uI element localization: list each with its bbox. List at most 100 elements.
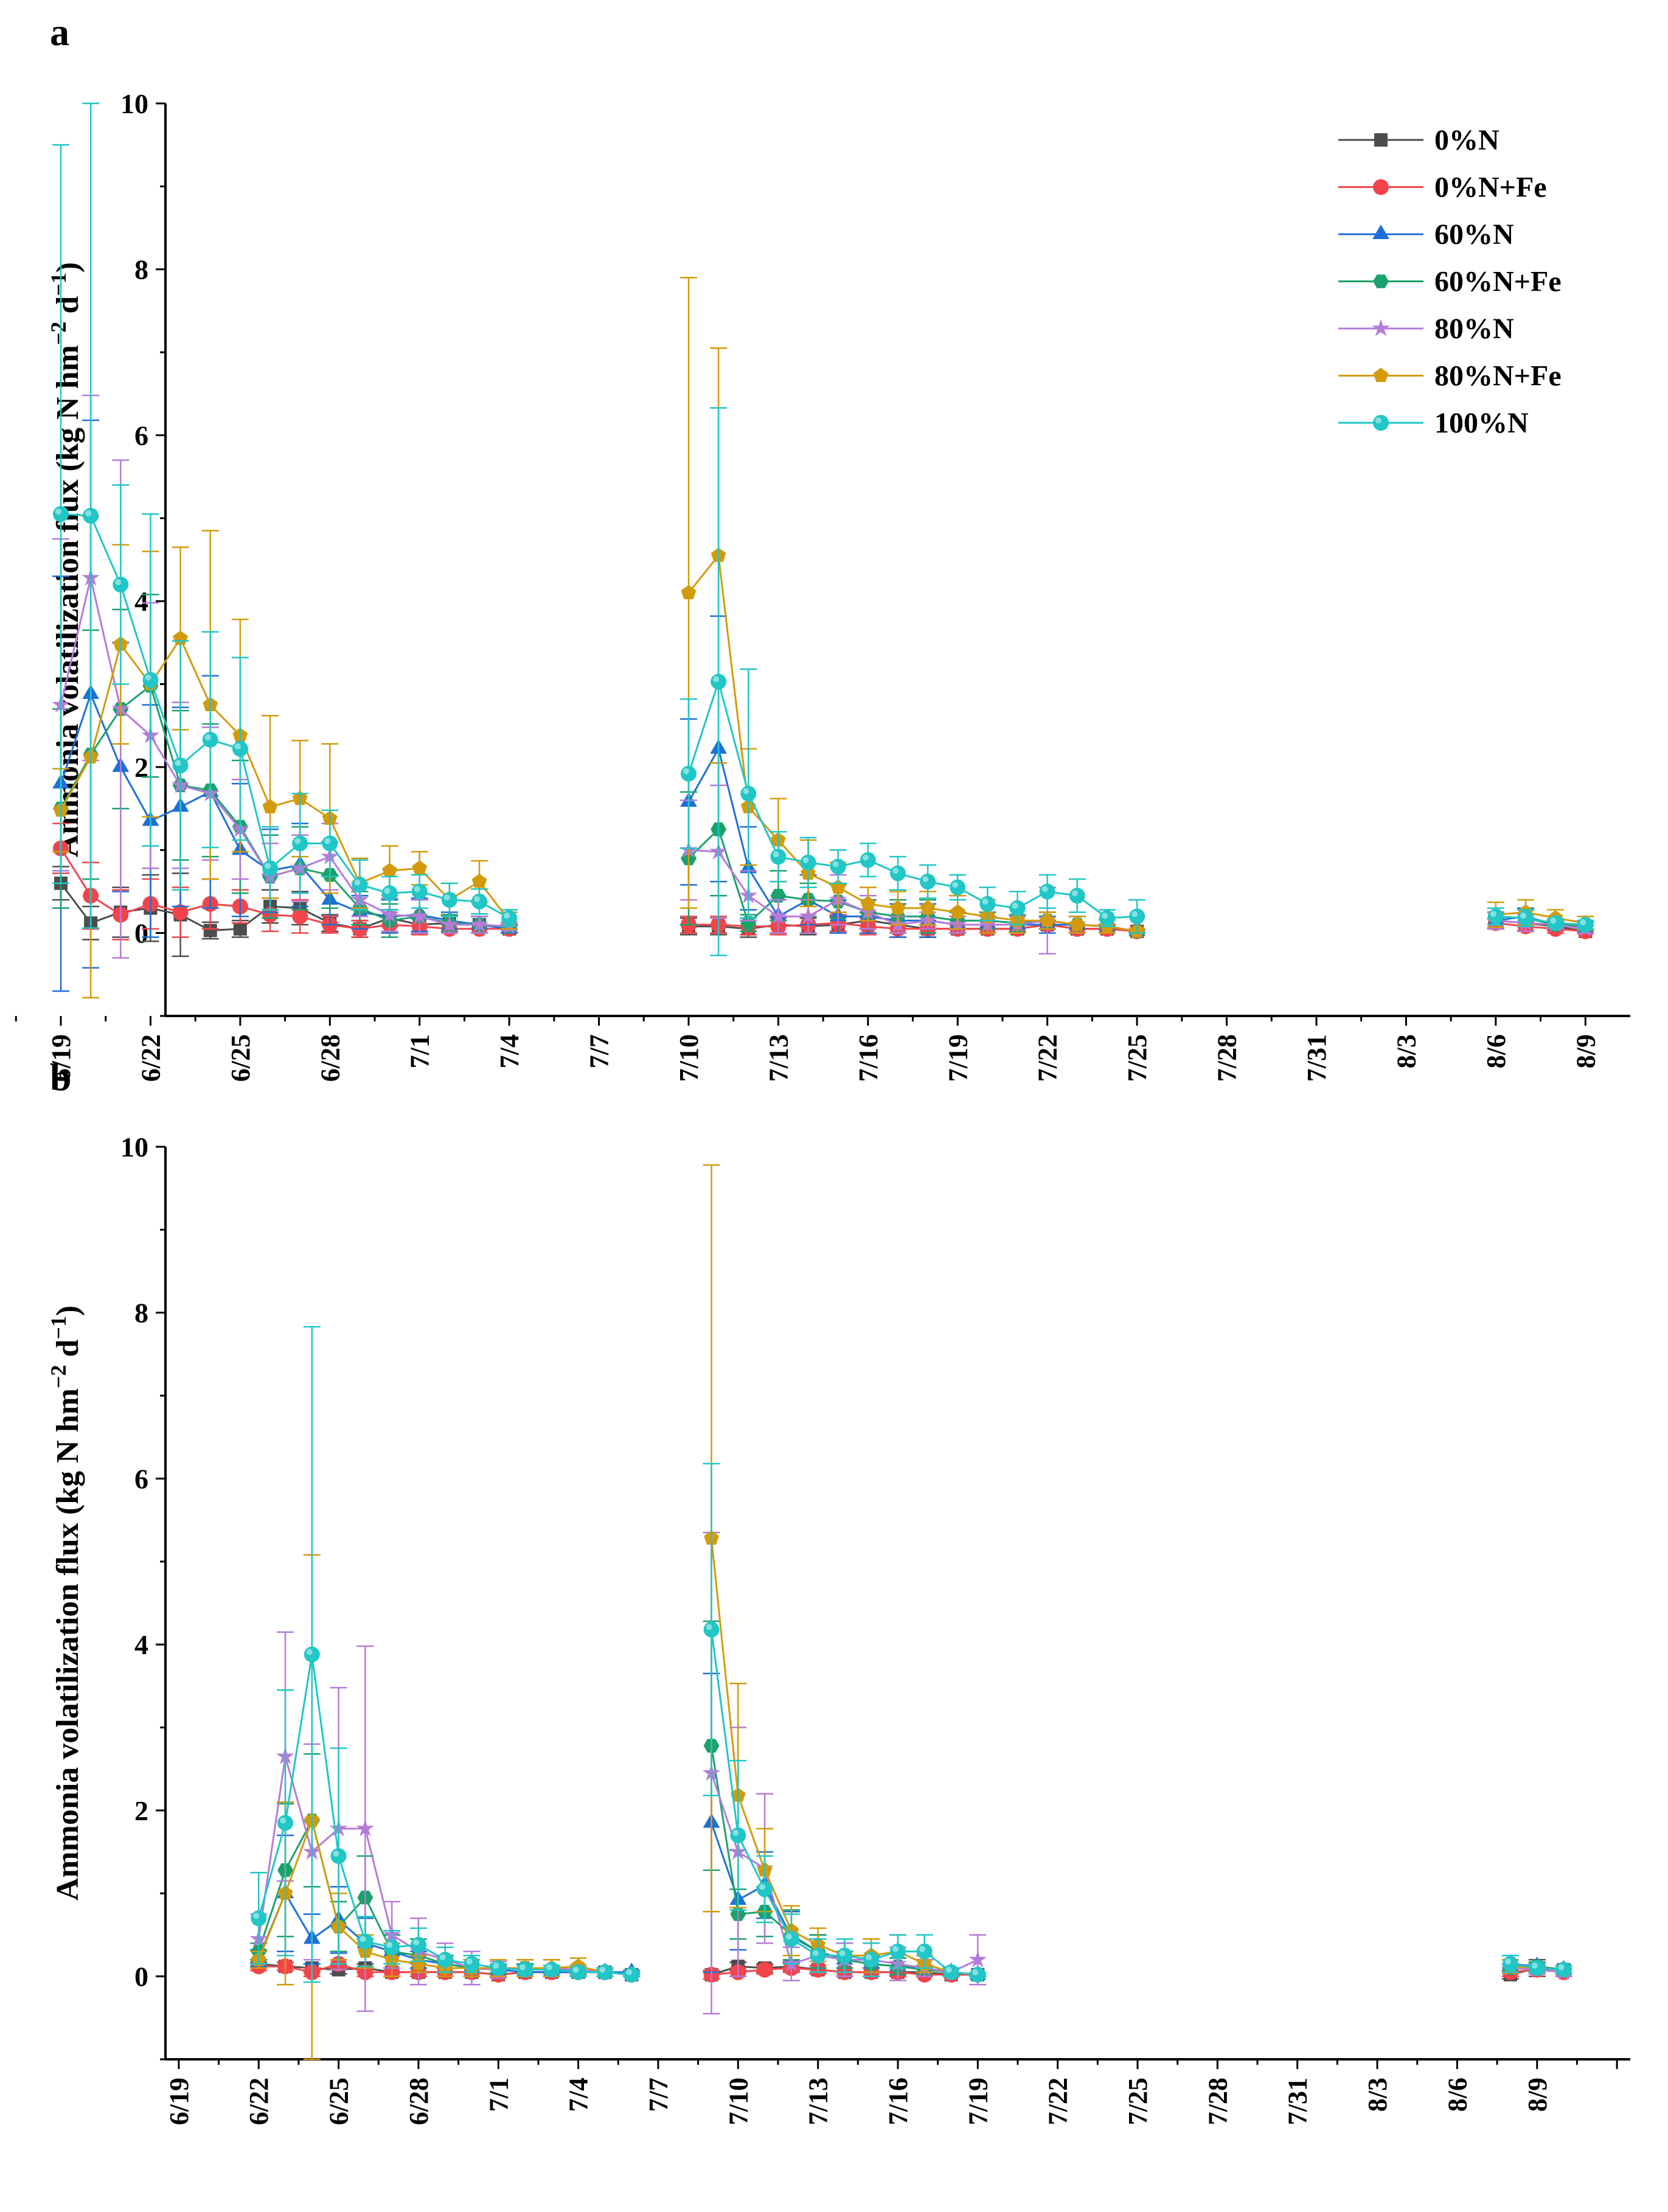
data-point: [292, 835, 308, 852]
series-line: [687, 678, 1138, 919]
data-point: [490, 1960, 507, 1976]
data-point: [53, 506, 69, 522]
x-tick-label: 8/6: [1442, 2078, 1472, 2112]
x-tick-label: 6/28: [315, 1034, 345, 1082]
data-point: [810, 1947, 826, 1964]
data-point: [757, 1881, 773, 1897]
data-point: [384, 1939, 400, 1955]
data-point-highlight: [204, 734, 211, 740]
data-point: [1555, 1961, 1572, 1978]
series-line: [1495, 911, 1586, 924]
data-point-highlight: [175, 760, 181, 767]
x-tick-label: 6/25: [324, 2078, 354, 2125]
x-tick-label: 7/1: [405, 1034, 435, 1068]
x-tick-label: 7/16: [883, 2078, 913, 2125]
data-point: [352, 877, 368, 893]
data-point: [890, 865, 906, 882]
data-point: [304, 1646, 320, 1663]
data-point-highlight: [55, 509, 61, 515]
data-point: [830, 858, 846, 875]
y-axis-label-part: d: [50, 1340, 85, 1365]
data-point: [330, 1848, 347, 1864]
data-point: [624, 1966, 640, 1983]
data-point: [322, 835, 338, 852]
data-point-highlight: [626, 1969, 633, 1975]
series-60-n-fe: [250, 1620, 1572, 1982]
chart-panel-a: 02468106/166/196/226/256/287/17/47/77/10…: [15, 88, 1630, 1082]
data-point-highlight: [832, 861, 839, 868]
series-line: [60, 691, 510, 930]
x-tick-label: 7/4: [495, 1034, 524, 1068]
series-line: [689, 922, 1138, 933]
series-line: [60, 513, 510, 919]
y-tick-label: 2: [134, 752, 148, 783]
x-tick-label: 7/28: [1212, 1034, 1242, 1082]
data-point-highlight: [360, 1936, 366, 1942]
data-point: [471, 893, 487, 909]
x-tick-label: 7/22: [1043, 2078, 1073, 2125]
data-point-highlight: [1012, 902, 1018, 909]
data-point: [142, 672, 159, 688]
data-point: [1529, 1960, 1545, 1976]
data-point: [382, 863, 397, 877]
data-point: [380, 905, 399, 923]
series-80-n: [52, 394, 1595, 959]
data-point-highlight: [520, 1964, 526, 1970]
legend-marker: [1372, 319, 1390, 336]
chart-panel-b: 0 2 4 6 8 10 6/19 6/22 6/25 6/28 7/1 7/4 7/7 7/10 7/13…: [46, 1132, 1630, 2125]
x-tick-label: 7/22: [1033, 1034, 1063, 1082]
x-tick-label: 6/19: [164, 2078, 194, 2125]
legend-label: 0%N: [1434, 124, 1499, 156]
x-tick-label: 7/7: [644, 2078, 673, 2112]
data-point: [202, 731, 218, 748]
data-point: [470, 915, 488, 933]
data-point: [464, 1956, 480, 1972]
data-point-highlight: [412, 1939, 419, 1946]
legend-marker: [1373, 367, 1389, 382]
data-point-highlight: [982, 898, 989, 905]
x-tick-label: 8/9: [1571, 1034, 1600, 1068]
data-point: [1548, 915, 1564, 931]
series-60-n: [250, 1672, 1572, 1980]
y-axis-label-sup: −1: [46, 273, 71, 296]
data-point: [543, 1961, 560, 1978]
data-point: [860, 852, 876, 868]
data-point-highlight: [115, 579, 122, 585]
data-point-highlight: [922, 876, 929, 883]
y-tick-label: 10: [120, 88, 148, 119]
data-point-highlight: [683, 768, 689, 774]
x-tick-label: 7/4: [564, 2078, 594, 2112]
data-point-highlight: [839, 1950, 846, 1956]
series-80-n-fe: [52, 277, 1594, 999]
data-point-highlight: [892, 1946, 898, 1952]
data-point: [251, 1910, 267, 1927]
y-tick-label: 0: [134, 1961, 148, 1992]
x-tick-label: 7/19: [943, 1034, 973, 1082]
data-point: [1069, 888, 1085, 904]
data-point-highlight: [85, 510, 92, 516]
x-tick-label: 6/19: [46, 1034, 76, 1082]
data-point: [1502, 1956, 1518, 1972]
data-point: [441, 892, 457, 908]
data-point-highlight: [414, 886, 420, 892]
panel-b-label: b: [50, 1056, 72, 1099]
series-80-n-fe: [250, 1164, 1572, 2061]
data-point: [357, 1933, 374, 1950]
series-100-n: [52, 102, 1594, 956]
x-tick-label: 6/25: [226, 1034, 255, 1082]
y-axis-label-part: ): [50, 262, 85, 273]
data-point-highlight: [333, 1850, 339, 1857]
x-tick-label: 7/19: [963, 2078, 993, 2125]
data-point-highlight: [234, 743, 241, 750]
data-point: [730, 1827, 746, 1843]
series-line: [1495, 922, 1586, 933]
data-point: [411, 1956, 426, 1970]
x-tick-label: 7/13: [763, 1034, 793, 1082]
x-tick-label: 7/7: [585, 1034, 614, 1068]
data-point-highlight: [1580, 919, 1586, 925]
data-point-highlight: [1520, 913, 1526, 919]
data-point: [356, 1819, 375, 1837]
data-point: [471, 874, 487, 888]
data-point-highlight: [743, 788, 749, 795]
data-point-highlight: [474, 896, 480, 902]
